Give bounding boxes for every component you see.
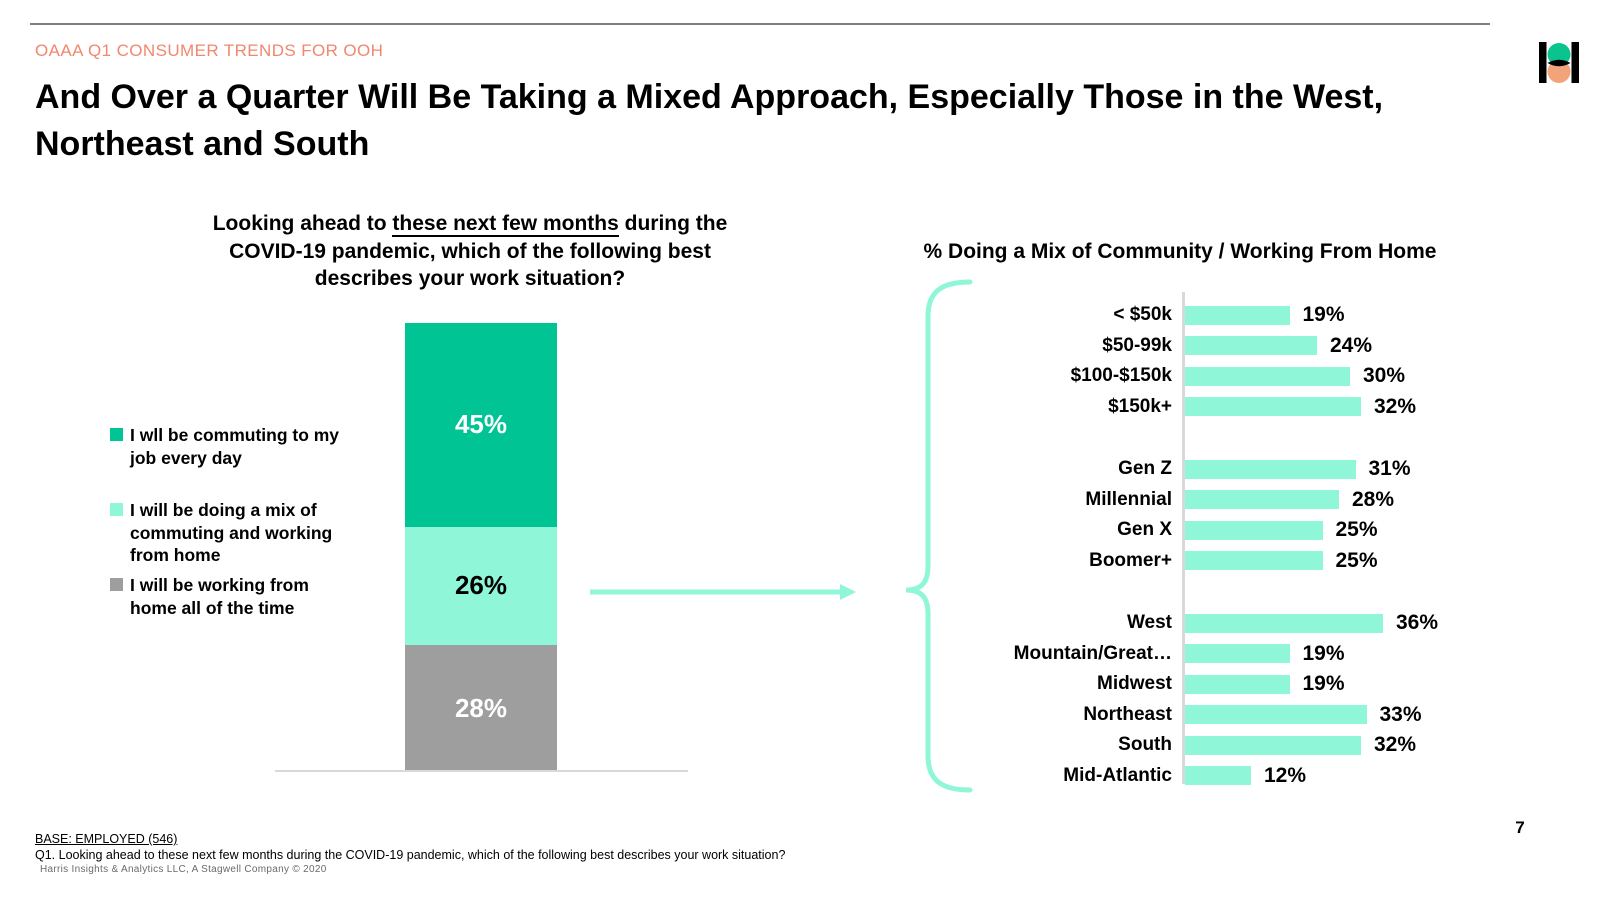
bar-label: $100-$150k bbox=[1070, 365, 1172, 387]
segment-value: 28% bbox=[454, 692, 508, 723]
bar-value: 19% bbox=[1302, 672, 1345, 696]
bar bbox=[1185, 366, 1350, 386]
bar-value: 12% bbox=[1264, 763, 1307, 787]
bar-row: < $50k 19% bbox=[900, 300, 1480, 331]
legend-item: I will be doing a mix of commuting and w… bbox=[110, 499, 355, 567]
bar-row: Gen X 25% bbox=[900, 515, 1480, 546]
bar-label: $50-99k bbox=[1102, 334, 1172, 356]
connector-arrow bbox=[590, 584, 856, 600]
bar-chart-title: % Doing a Mix of Community / Working Fro… bbox=[923, 240, 1437, 263]
question-text-before: Looking ahead to bbox=[212, 212, 393, 235]
legend-item: I will be working from home all of the t… bbox=[110, 574, 355, 619]
bar bbox=[1185, 305, 1290, 325]
bar bbox=[1185, 735, 1361, 755]
legend-item: I wll be commuting to my job every day bbox=[110, 424, 355, 469]
bar-label: $150k+ bbox=[1108, 395, 1172, 417]
bar-value: 32% bbox=[1374, 733, 1417, 757]
bar-row: Mid-Atlantic 12% bbox=[900, 761, 1480, 792]
legend-label: I will be doing a mix of commuting and w… bbox=[130, 500, 333, 565]
bar-row: Gen Z 31% bbox=[900, 454, 1480, 485]
page-title: And Over a Quarter Will Be Taking a Mixe… bbox=[35, 78, 1384, 163]
copyright-note: Harris Insights & Analytics LLC, A Stagw… bbox=[40, 864, 327, 875]
bar-label: West bbox=[1126, 612, 1172, 634]
bar-row: $50-99k 24% bbox=[900, 331, 1480, 362]
bar-label: South bbox=[1118, 734, 1172, 756]
bar-chart-rows: < $50k 19% $50-99k 24% $100-$150k 30% $1… bbox=[900, 300, 1480, 791]
bar-value: 31% bbox=[1368, 457, 1411, 481]
bar-row: West 36% bbox=[900, 608, 1480, 639]
bar-label: Northeast bbox=[1083, 703, 1172, 725]
bar bbox=[1185, 766, 1251, 786]
bar-label: < $50k bbox=[1113, 304, 1172, 326]
bar-label: Mountain/Great… bbox=[1013, 642, 1172, 664]
bar-label: Millennial bbox=[1085, 488, 1172, 510]
bar-value: 36% bbox=[1396, 611, 1439, 635]
bar-value: 19% bbox=[1302, 303, 1345, 327]
bar-label: Midwest bbox=[1097, 673, 1172, 695]
bar bbox=[1185, 674, 1290, 694]
stacked-chart-title: Looking ahead to these next few months d… bbox=[180, 210, 760, 293]
legend-swatch-mint bbox=[110, 503, 123, 516]
bar-row: South 32% bbox=[900, 730, 1480, 761]
bar bbox=[1185, 459, 1356, 479]
logo-orange-circle bbox=[1547, 60, 1571, 83]
stacked-segment-mix: 26% bbox=[405, 526, 557, 645]
bar bbox=[1185, 551, 1323, 571]
bar-value: 24% bbox=[1330, 333, 1373, 357]
question-text-underlined: these next few months bbox=[392, 212, 619, 237]
stacked-bar: 45% 26% 28% bbox=[405, 323, 557, 772]
bar-value: 32% bbox=[1374, 394, 1417, 418]
segment-value: 26% bbox=[454, 570, 508, 601]
bar-row: Boomer+ 25% bbox=[900, 546, 1480, 577]
stacked-chart-baseline bbox=[275, 770, 688, 772]
bar bbox=[1185, 705, 1367, 725]
bar-value: 19% bbox=[1302, 641, 1345, 665]
bar-label: Gen X bbox=[1117, 519, 1172, 541]
legend-label: I will be working from home all of the t… bbox=[130, 575, 309, 618]
page-number: 7 bbox=[1515, 818, 1525, 837]
bar bbox=[1185, 490, 1339, 510]
bar-row: $100-$150k 30% bbox=[900, 361, 1480, 392]
legend-swatch-gray bbox=[110, 578, 123, 591]
bar bbox=[1185, 397, 1361, 417]
bar-row: Midwest 19% bbox=[900, 669, 1480, 700]
bar-value: 33% bbox=[1379, 702, 1422, 726]
harris-logo bbox=[1539, 42, 1579, 83]
segment-value: 45% bbox=[454, 409, 508, 440]
stacked-segment-commuting: 45% bbox=[405, 323, 557, 527]
bar-value: 25% bbox=[1335, 518, 1378, 542]
legend-label: I wll be commuting to my job every day bbox=[130, 425, 340, 468]
stacked-segment-home: 28% bbox=[405, 644, 557, 772]
bar-label: Mid-Atlantic bbox=[1063, 764, 1172, 786]
bar bbox=[1185, 336, 1317, 356]
bar-value: 25% bbox=[1335, 548, 1378, 572]
bar-label: Gen Z bbox=[1118, 458, 1172, 480]
logo-lens bbox=[1547, 59, 1571, 67]
curly-brace bbox=[905, 279, 973, 793]
bar bbox=[1185, 644, 1290, 664]
question-footnote: Q1. Looking ahead to these next few mont… bbox=[35, 848, 786, 862]
bar-row: Mountain/Great… 19% bbox=[900, 639, 1480, 670]
bar-label: Boomer+ bbox=[1089, 549, 1172, 571]
question-text-after: during the COVID-19 pandemic, which of t… bbox=[229, 212, 728, 290]
bar bbox=[1185, 613, 1383, 633]
bar-row: Northeast 33% bbox=[900, 700, 1480, 731]
arrowhead-icon bbox=[840, 584, 856, 600]
bar-row: Millennial 28% bbox=[900, 485, 1480, 516]
eyebrow-label: OAAA Q1 CONSUMER TRENDS FOR OOH bbox=[35, 41, 384, 60]
bar-value: 28% bbox=[1352, 487, 1395, 511]
top-divider bbox=[30, 23, 1490, 25]
bar-chart-axis bbox=[1182, 292, 1185, 784]
legend-swatch-green bbox=[110, 428, 123, 441]
base-note: BASE: EMPLOYED (546) bbox=[35, 832, 178, 846]
bar-row: $150k+ 32% bbox=[900, 392, 1480, 423]
bar bbox=[1185, 520, 1323, 540]
logo-green-circle bbox=[1547, 43, 1571, 66]
bar-value: 30% bbox=[1363, 364, 1406, 388]
